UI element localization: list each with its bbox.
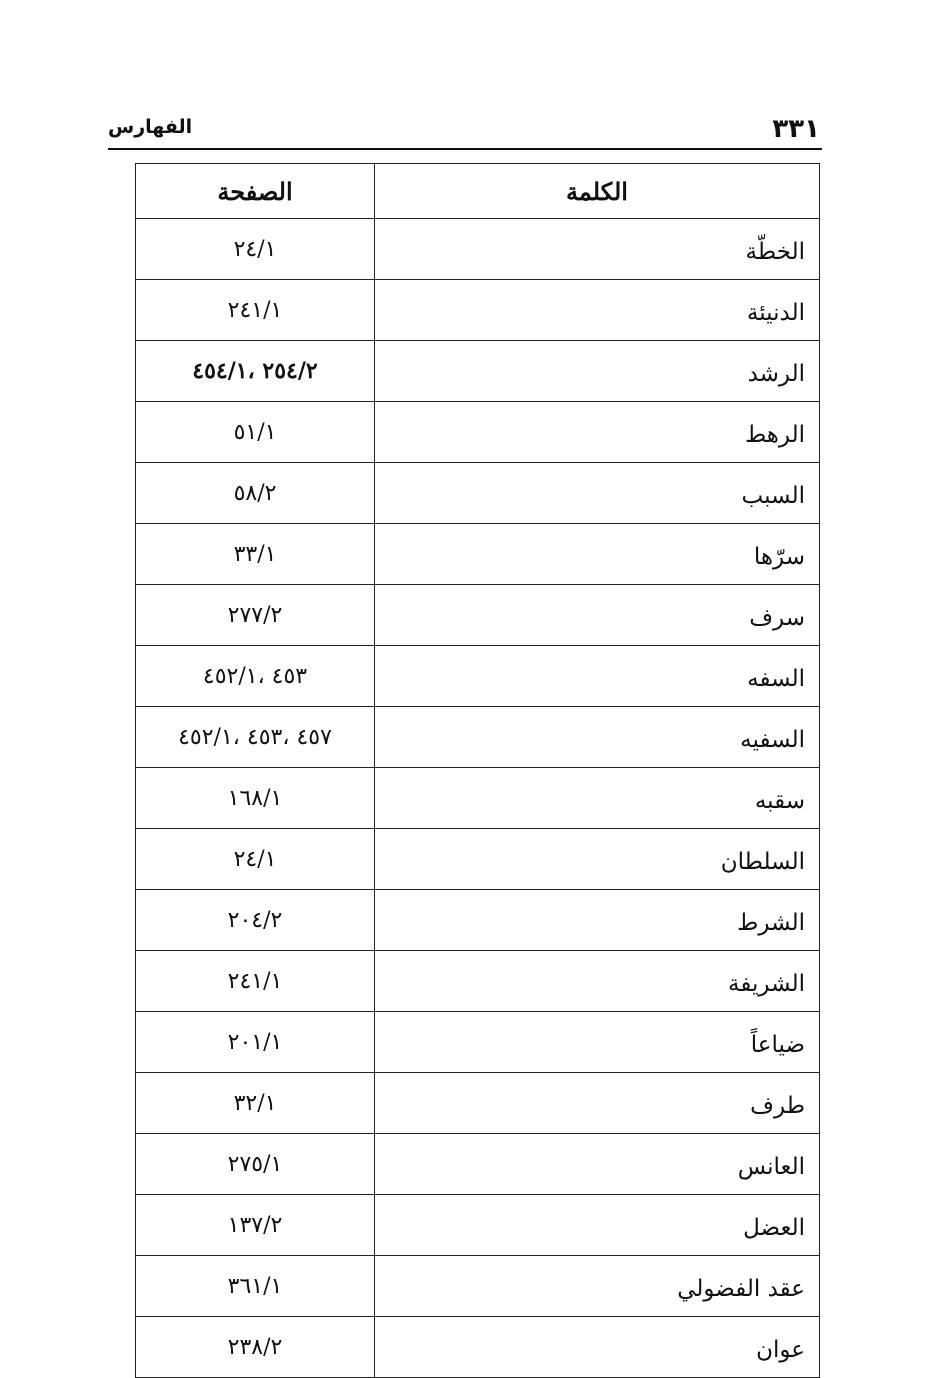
page-reference: ٤٥٧ ،٤٥٣ ،٤٥٢/١	[135, 706, 375, 768]
page-reference: ٢٠٤/٢	[135, 889, 375, 951]
table-row: سقبه ١٦٨/١	[135, 767, 820, 829]
index-word: الخطّة	[374, 218, 820, 280]
table-row: الرهط ٥١/١	[135, 401, 820, 463]
page-reference: ٢٤/١	[135, 828, 375, 890]
index-word: العانس	[374, 1133, 820, 1195]
table-row: الرشد ٢٥٤/٢ ،٤٥٤/١	[135, 340, 820, 402]
index-word: الدنيئة	[374, 279, 820, 341]
table-row: السفه ٤٥٣ ،٤٥٢/١	[135, 645, 820, 707]
table-row: طرف ٣٢/١	[135, 1072, 820, 1134]
index-word: السبب	[374, 462, 820, 524]
page-number: ٣٣١	[772, 114, 820, 144]
page-reference: ٢٤١/١	[135, 279, 375, 341]
column-header-page: الصفحة	[135, 163, 375, 219]
index-word: طرف	[374, 1072, 820, 1134]
table-row: السلطان ٢٤/١	[135, 828, 820, 890]
page-reference: ٣٢/١	[135, 1072, 375, 1134]
table-row: العضل ١٣٧/٢	[135, 1194, 820, 1256]
page-reference: ٥٨/٢	[135, 462, 375, 524]
index-word: سقبه	[374, 767, 820, 829]
table-row: عقد الفضولي ٣٦١/١	[135, 1255, 820, 1317]
section-title: الفهارس	[108, 116, 193, 138]
index-word: عوان	[374, 1316, 820, 1378]
page-reference: ١٦٨/١	[135, 767, 375, 829]
table-row: العانس ٢٧٥/١	[135, 1133, 820, 1195]
column-header-word: الكلمة	[374, 163, 820, 219]
index-word: السلطان	[374, 828, 820, 890]
index-word: سرّها	[374, 523, 820, 585]
page-reference: ٢٣٨/٢	[135, 1316, 375, 1378]
page-reference: ٢٥٤/٢ ،٤٥٤/١	[135, 340, 375, 402]
index-word: العضل	[374, 1194, 820, 1256]
index-word: سرف	[374, 584, 820, 646]
table-row: ضياعاً ٢٠١/١	[135, 1011, 820, 1073]
page-reference: ٥١/١	[135, 401, 375, 463]
index-word: عقد الفضولي	[374, 1255, 820, 1317]
index-word: الرشد	[374, 340, 820, 402]
table-header-row: الكلمة الصفحة	[135, 163, 820, 219]
index-word: السفه	[374, 645, 820, 707]
page-reference: ٢٠١/١	[135, 1011, 375, 1073]
index-word: الشريفة	[374, 950, 820, 1012]
index-word: الرهط	[374, 401, 820, 463]
index-word: السفيه	[374, 706, 820, 768]
page-reference: ٣٣/١	[135, 523, 375, 585]
page-reference: ١٣٧/٢	[135, 1194, 375, 1256]
table-row: السفيه ٤٥٧ ،٤٥٣ ،٤٥٢/١	[135, 706, 820, 768]
index-table: الكلمة الصفحة الخطّة ٢٤/١ الدنيئة ٢٤١/١ الرش…	[135, 163, 820, 1378]
table-row: الشريفة ٢٤١/١	[135, 950, 820, 1012]
running-header: ٣٣١ الفهارس	[108, 112, 822, 150]
table-row: الدنيئة ٢٤١/١	[135, 279, 820, 341]
page-reference: ٢٤١/١	[135, 950, 375, 1012]
index-word: الشرط	[374, 889, 820, 951]
page-reference: ٢٧٥/١	[135, 1133, 375, 1195]
table-row: الخطّة ٢٤/١	[135, 218, 820, 280]
index-word: ضياعاً	[374, 1011, 820, 1073]
page-reference: ٢٤/١	[135, 218, 375, 280]
table-row: عوان ٢٣٨/٢	[135, 1316, 820, 1378]
table-row: السبب ٥٨/٢	[135, 462, 820, 524]
table-row: سرّها ٣٣/١	[135, 523, 820, 585]
table-row: سرف ٢٧٧/٢	[135, 584, 820, 646]
page-reference: ٤٥٣ ،٤٥٢/١	[135, 645, 375, 707]
page-reference: ٢٧٧/٢	[135, 584, 375, 646]
table-row: الشرط ٢٠٤/٢	[135, 889, 820, 951]
page-reference: ٣٦١/١	[135, 1255, 375, 1317]
